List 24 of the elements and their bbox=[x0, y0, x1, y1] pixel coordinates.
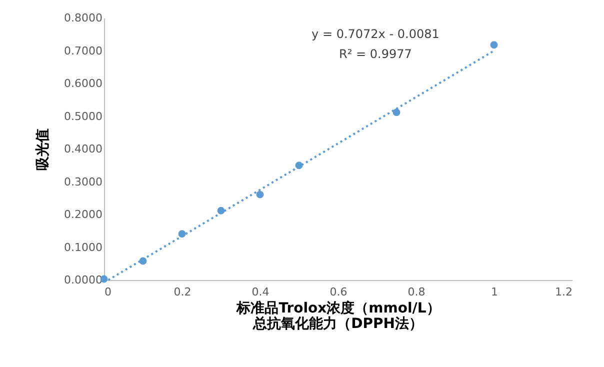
y-tick-label: 0.4000 bbox=[64, 142, 102, 156]
annotation: R² = 0.9977 bbox=[339, 47, 412, 61]
y-tick-label: 0.0000 bbox=[64, 274, 102, 286]
annotation: y = 0.7072x - 0.0081 bbox=[312, 27, 440, 41]
x-tick-label: 1.2 bbox=[555, 286, 572, 298]
y-tick-label: 0.5000 bbox=[64, 110, 102, 123]
x-tick-label: 0.8 bbox=[408, 286, 426, 298]
point bbox=[392, 108, 400, 116]
y-tick-label: 0.1000 bbox=[64, 240, 102, 254]
y-tick-label: 0.8000 bbox=[64, 12, 102, 24]
y-tick-label: 0.3000 bbox=[64, 175, 102, 188]
point bbox=[256, 190, 264, 198]
x-axis-title: 标准品Trolox浓度（mmol/L） bbox=[236, 300, 440, 316]
text: 总抗氧化能力（DPPH法） bbox=[252, 316, 423, 332]
point bbox=[490, 41, 498, 49]
y-tick-label: 0.7000 bbox=[64, 44, 102, 58]
y-axis-title: 吸光值 bbox=[35, 128, 52, 170]
y-tick-label: 0.6000 bbox=[64, 77, 102, 90]
y-tick-label: 0.2000 bbox=[64, 208, 102, 221]
x-tick-label: 0 bbox=[104, 286, 112, 298]
x-tick-label: 1 bbox=[491, 286, 498, 298]
x-tick-label: 0.4 bbox=[252, 286, 270, 298]
x-tick-label: 0.6 bbox=[330, 286, 348, 298]
x-tick-label: 0.2 bbox=[174, 286, 192, 298]
